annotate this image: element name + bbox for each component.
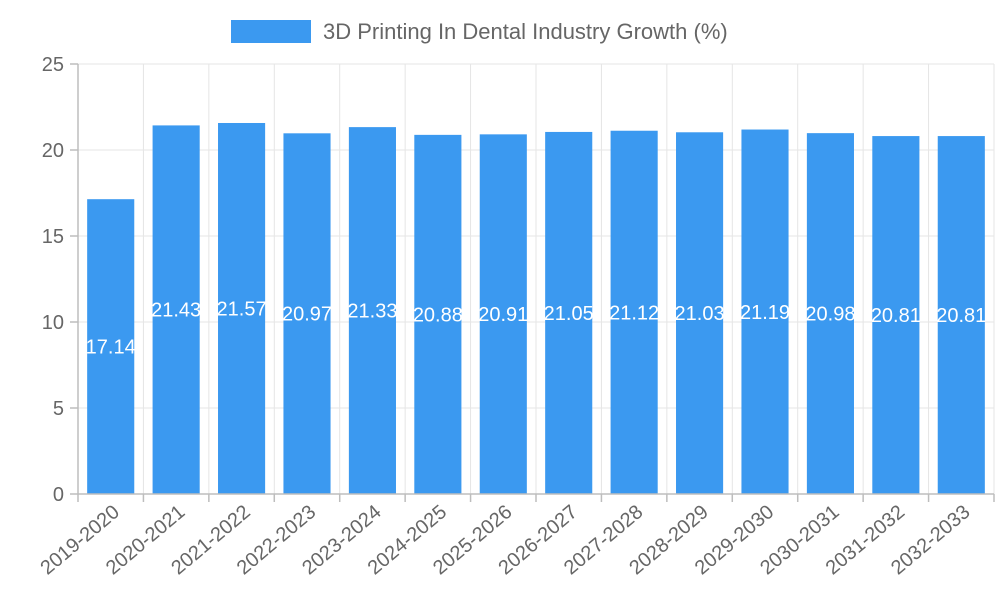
data-label: 17.14 [86, 337, 136, 359]
data-label: 20.98 [805, 304, 855, 326]
legend-swatch [231, 20, 311, 43]
bar[interactable] [87, 199, 135, 494]
data-label: 21.19 [740, 302, 790, 324]
data-label: 21.05 [544, 303, 594, 325]
y-tick-label: 10 [42, 312, 64, 334]
data-label: 20.91 [478, 304, 528, 326]
data-label: 21.33 [347, 301, 397, 323]
bar[interactable] [545, 131, 593, 494]
y-tick-label: 15 [42, 226, 64, 248]
bar[interactable] [806, 133, 854, 495]
data-label: 20.81 [936, 305, 986, 327]
y-tick-label: 20 [42, 140, 64, 162]
bar[interactable] [348, 127, 396, 495]
y-axis-ticks: 0 5 10 15 20 25 [42, 54, 78, 506]
bar[interactable] [414, 134, 462, 494]
bar[interactable] [283, 133, 331, 495]
data-label: 21.43 [151, 300, 201, 322]
bar[interactable] [610, 130, 658, 494]
data-label: 20.81 [871, 305, 921, 327]
y-tick-label: 5 [53, 398, 64, 420]
bar[interactable] [872, 136, 920, 494]
y-tick-label: 0 [53, 484, 64, 506]
x-axis-ticks: 2019-20202020-20212021-20222022-20232023… [37, 494, 995, 579]
bar[interactable] [152, 125, 200, 495]
y-tick-label: 25 [42, 54, 64, 76]
data-label: 20.97 [282, 304, 332, 326]
bar[interactable] [741, 129, 789, 495]
data-labels: 17.14 21.43 21.57 20.97 21.33 20.88 20.91 21.05… [86, 298, 987, 358]
legend[interactable]: 3D Printing In Dental Industry Growth (%… [231, 19, 728, 44]
data-label: 20.88 [413, 304, 463, 326]
bar[interactable] [676, 132, 724, 494]
bar[interactable] [937, 136, 985, 494]
data-label: 21.12 [609, 302, 659, 324]
data-label: 21.03 [675, 303, 725, 325]
bars [87, 122, 985, 495]
bar[interactable] [218, 122, 266, 494]
legend-label: 3D Printing In Dental Industry Growth (%… [323, 19, 728, 44]
bar[interactable] [479, 134, 527, 494]
gridlines [78, 63, 995, 494]
data-label: 21.57 [217, 298, 267, 320]
